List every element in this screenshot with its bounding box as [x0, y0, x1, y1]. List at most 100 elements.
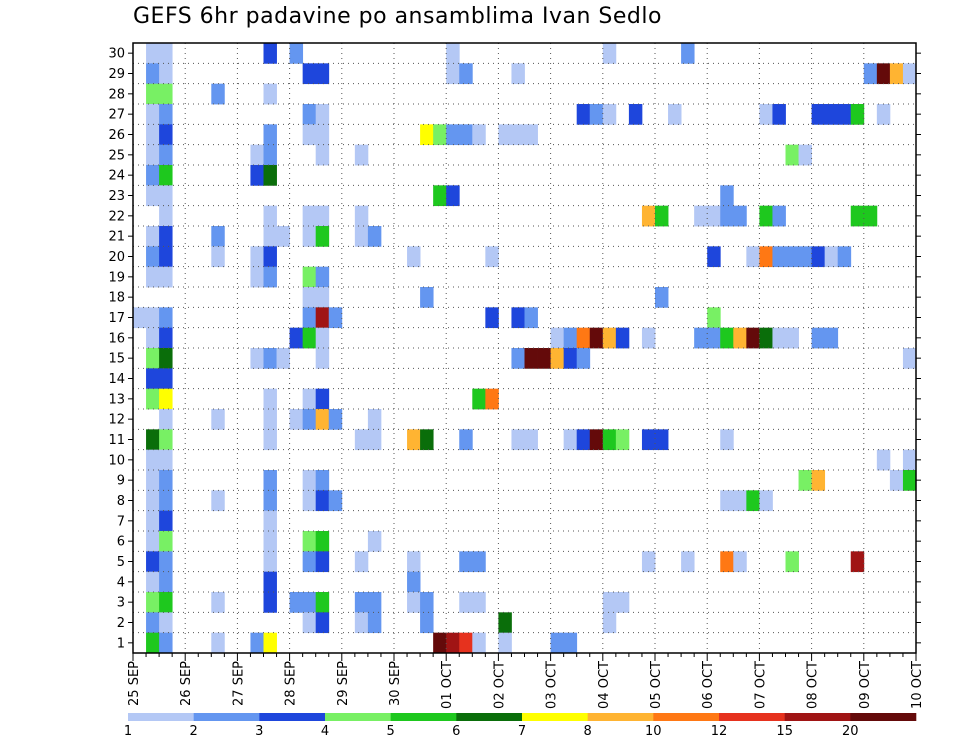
heatmap-cell	[146, 63, 160, 85]
heatmap-cell	[668, 104, 682, 125]
colorbar-swatch	[653, 713, 720, 721]
heatmap-cell	[459, 632, 473, 654]
heatmap-cell	[772, 327, 786, 349]
heatmap-cell	[315, 531, 330, 552]
heatmap-cell	[485, 388, 499, 410]
heatmap-cell	[876, 104, 891, 125]
heatmap-cell	[159, 165, 173, 186]
heatmap-cell	[159, 246, 173, 268]
heatmap-cell	[576, 348, 591, 369]
heatmap-cell	[602, 43, 617, 64]
y-tick-label: 7	[117, 514, 125, 529]
heatmap-cell	[146, 83, 160, 105]
heatmap-cell	[759, 205, 773, 227]
heatmap-cell	[133, 307, 147, 329]
y-tick-label: 8	[117, 494, 125, 509]
heatmap-cell	[733, 327, 747, 349]
heatmap-cell	[446, 63, 460, 85]
heatmap-cell	[315, 612, 330, 634]
heatmap-cell	[367, 429, 382, 451]
heatmap-cell	[146, 124, 160, 146]
heatmap-cell	[824, 246, 839, 268]
heatmap-cell	[720, 327, 734, 349]
heatmap-cell	[146, 43, 160, 64]
heatmap-cell	[850, 551, 865, 573]
heatmap-cell	[641, 429, 656, 451]
heatmap-cell	[707, 205, 721, 227]
heatmap-cells	[133, 43, 917, 654]
x-tick-label: 05 OCT	[649, 661, 664, 709]
heatmap-cell	[211, 409, 225, 430]
heatmap-cell	[498, 612, 512, 634]
heatmap-cell	[315, 388, 330, 410]
heatmap-cell	[641, 551, 656, 573]
colorbar-swatch	[719, 713, 785, 721]
y-tick-label: 28	[108, 87, 125, 102]
colorbar-label: 7	[518, 724, 526, 739]
heatmap-cell	[302, 409, 317, 430]
heatmap-cell	[733, 205, 747, 227]
heatmap-cell	[289, 327, 304, 349]
heatmap-cell	[850, 205, 865, 227]
heatmap-cell	[798, 246, 812, 268]
heatmap-cell	[524, 348, 538, 369]
heatmap-cell	[315, 144, 330, 166]
heatmap-cell	[889, 63, 904, 85]
x-tick-label: 09 OCT	[858, 661, 873, 709]
heatmap-cell	[315, 266, 330, 288]
heatmap-cell	[263, 348, 277, 369]
y-tick-label: 20	[108, 250, 125, 265]
heatmap-cell	[681, 43, 695, 64]
heatmap-cell	[785, 144, 799, 166]
heatmap-cell	[302, 226, 317, 247]
heatmap-cell	[524, 429, 538, 451]
y-tick-label: 17	[108, 311, 125, 326]
heatmap-cell	[420, 592, 434, 613]
heatmap-cell	[159, 104, 173, 125]
heatmap-cell	[211, 226, 225, 247]
heatmap-cell	[628, 104, 643, 125]
heatmap-cell	[472, 592, 486, 613]
heatmap-cell	[354, 144, 369, 166]
colorbar-swatch	[259, 713, 326, 721]
heatmap-cell	[159, 83, 173, 105]
heatmap-cell	[498, 124, 512, 146]
heatmap-cell	[146, 632, 160, 654]
heatmap-cell	[863, 63, 878, 85]
heatmap-cell	[159, 388, 173, 410]
heatmap-cell	[146, 368, 160, 390]
heatmap-cell	[615, 429, 630, 451]
y-tick-label: 11	[108, 433, 125, 448]
heatmap-cell	[550, 327, 565, 349]
heatmap-cell	[263, 388, 277, 410]
heatmap-cell	[563, 327, 578, 349]
heatmap-cell	[563, 348, 578, 369]
y-tick-label: 27	[108, 108, 125, 123]
colorbar-swatch	[522, 713, 588, 721]
heatmap-cell	[146, 551, 160, 573]
heatmap-cell	[302, 104, 317, 125]
heatmap-cell	[720, 551, 734, 573]
colorbar-label: 2	[190, 724, 198, 739]
heatmap-cell	[602, 327, 617, 349]
heatmap-cell	[146, 470, 160, 491]
heatmap-cell	[576, 104, 591, 125]
y-tick-label: 25	[108, 148, 125, 163]
y-tick-label: 16	[108, 331, 125, 346]
heatmap-cell	[302, 327, 317, 349]
y-tick-label: 4	[117, 575, 125, 590]
heatmap-cell	[785, 551, 799, 573]
heatmap-cell	[733, 490, 747, 512]
heatmap-cell	[315, 409, 330, 430]
heatmap-cell	[485, 246, 499, 268]
heatmap-cell	[211, 490, 225, 512]
heatmap-cell	[720, 185, 734, 207]
heatmap-cell	[407, 571, 421, 593]
colorbar-label: 1	[124, 724, 132, 739]
heatmap-cell	[146, 266, 160, 288]
axes: 1234567891011121314151617181920212223242…	[108, 42, 925, 709]
heatmap-cell	[146, 165, 160, 186]
heatmap-cell	[302, 266, 317, 288]
colorbar-label: 10	[645, 724, 662, 739]
colorbar-swatch	[390, 713, 457, 721]
